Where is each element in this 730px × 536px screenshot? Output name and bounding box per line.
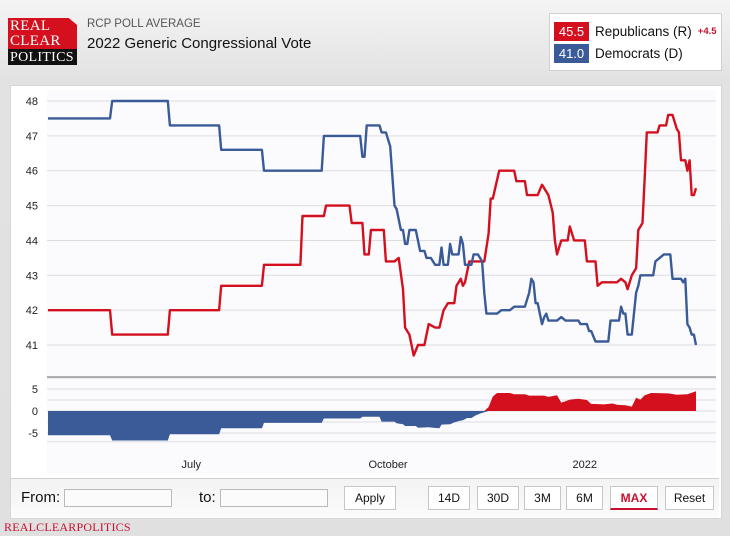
- spread-area[interactable]: [48, 391, 696, 441]
- spread-y-tick-label: -5: [28, 428, 38, 440]
- legend-value-republicans: 45.5: [554, 22, 589, 41]
- main-y-tick-label: 44: [26, 235, 38, 247]
- range-button-6m[interactable]: 6M: [566, 486, 603, 510]
- spread-area-democrats: [48, 411, 696, 441]
- chart-svg: 41 42 43 44 45 46 47 48 -5 0 5 July October 2022: [26, 90, 716, 475]
- logo-line-clear: CLEAR: [10, 33, 61, 49]
- range-button-max[interactable]: MAX: [610, 486, 658, 510]
- reset-button[interactable]: Reset: [665, 486, 714, 510]
- main-y-tick-label: 42: [26, 305, 38, 317]
- main-y-tick-label: 41: [26, 340, 38, 352]
- range-controls: From: to: Apply 14D 30D 3M 6M MAX Reset: [11, 478, 719, 517]
- logo-line-politics: POLITICS: [10, 50, 74, 65]
- legend-value-democrats: 41.0: [554, 44, 589, 63]
- from-label: From:: [21, 489, 61, 506]
- from-date-input[interactable]: [64, 489, 172, 507]
- footer-brand: REALCLEARPOLITICS: [4, 520, 131, 534]
- legend-label-democrats: Democrats (D): [595, 46, 683, 61]
- chart-title: 2022 Generic Congressional Vote: [87, 35, 312, 52]
- range-button-14d[interactable]: 14D: [428, 486, 470, 510]
- x-tick-label: July: [182, 459, 202, 471]
- to-label: to:: [199, 489, 216, 506]
- legend-item-democrats: 41.0 Democrats (D): [554, 44, 683, 63]
- spread-area-republicans: [48, 391, 696, 411]
- main-y-tick-label: 45: [26, 201, 38, 213]
- spread-y-axis: -5 0 5: [28, 384, 38, 440]
- rcp-logo: REAL CLEAR POLITICS: [8, 18, 77, 65]
- chart-panel: 41 42 43 44 45 46 47 48 -5 0 5 July October 2022: [10, 85, 722, 519]
- main-lines[interactable]: [48, 99, 698, 357]
- main-y-tick-label: 48: [26, 96, 38, 108]
- x-tick-label: 2022: [573, 459, 597, 471]
- legend: 45.5 Republicans (R) +4.5 41.0 Democrats…: [549, 13, 722, 71]
- spread-y-tick-label: 0: [32, 406, 38, 418]
- legend-item-republicans: 45.5 Republicans (R) +4.5: [554, 22, 717, 41]
- series-line-democrats[interactable]: [48, 99, 698, 346]
- logo-line-real: REAL: [10, 18, 51, 34]
- legend-change-republicans: +4.5: [697, 26, 717, 37]
- chart-subtitle: RCP POLL AVERAGE: [87, 18, 201, 30]
- main-y-tick-label: 46: [26, 166, 38, 178]
- range-button-3m[interactable]: 3M: [524, 486, 561, 510]
- series-line-republicans[interactable]: [48, 113, 698, 357]
- x-axis: July October 2022: [182, 459, 598, 471]
- range-button-30d[interactable]: 30D: [477, 486, 519, 510]
- legend-label-republicans: Republicans (R): [595, 24, 692, 39]
- x-tick-label: October: [368, 459, 407, 471]
- main-y-tick-label: 43: [26, 270, 38, 282]
- to-date-input[interactable]: [220, 489, 328, 507]
- apply-button[interactable]: Apply: [344, 486, 396, 510]
- main-y-axis: 41 42 43 44 45 46 47 48: [26, 96, 38, 352]
- main-y-tick-label: 47: [26, 131, 38, 143]
- spread-y-tick-label: 5: [32, 384, 38, 396]
